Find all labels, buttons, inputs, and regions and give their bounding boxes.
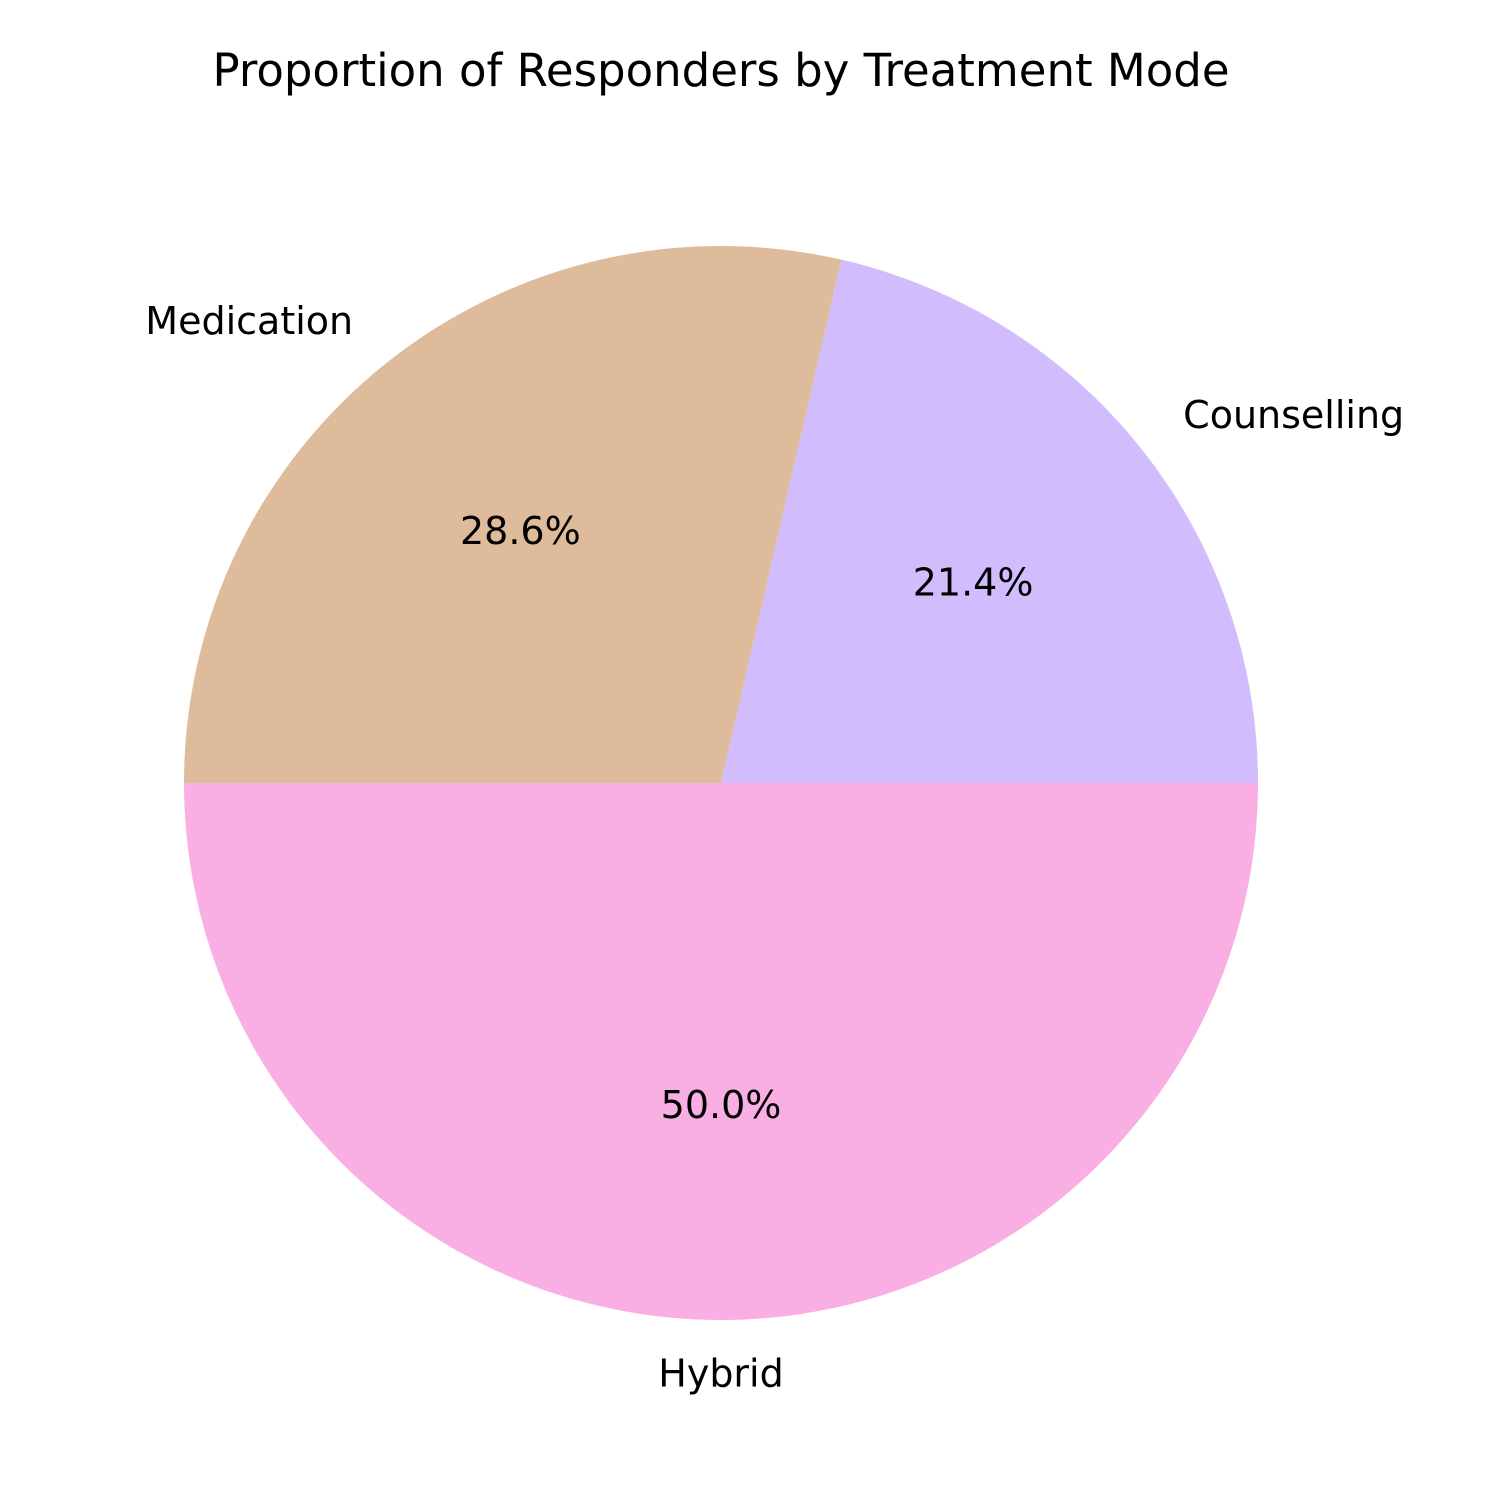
pct-label-hybrid: 50.0% — [661, 1083, 782, 1127]
pie-slice-hybrid — [184, 783, 1258, 1320]
slice-label-medication: Medication — [145, 299, 353, 343]
chart-title: Proportion of Responders by Treatment Mo… — [212, 44, 1229, 97]
pie-slice-counselling — [721, 259, 1258, 783]
pie-labels: Counselling 21.4% Medication 28.6% Hybrid 50.… — [145, 299, 1404, 1396]
pie-slice-medication — [184, 246, 842, 784]
pie-slices — [184, 246, 1258, 1320]
slice-label-hybrid: Hybrid — [658, 1352, 784, 1396]
pct-label-medication: 28.6% — [460, 509, 581, 553]
slice-label-counselling: Counselling — [1183, 393, 1404, 437]
pct-label-counselling: 21.4% — [913, 560, 1034, 604]
